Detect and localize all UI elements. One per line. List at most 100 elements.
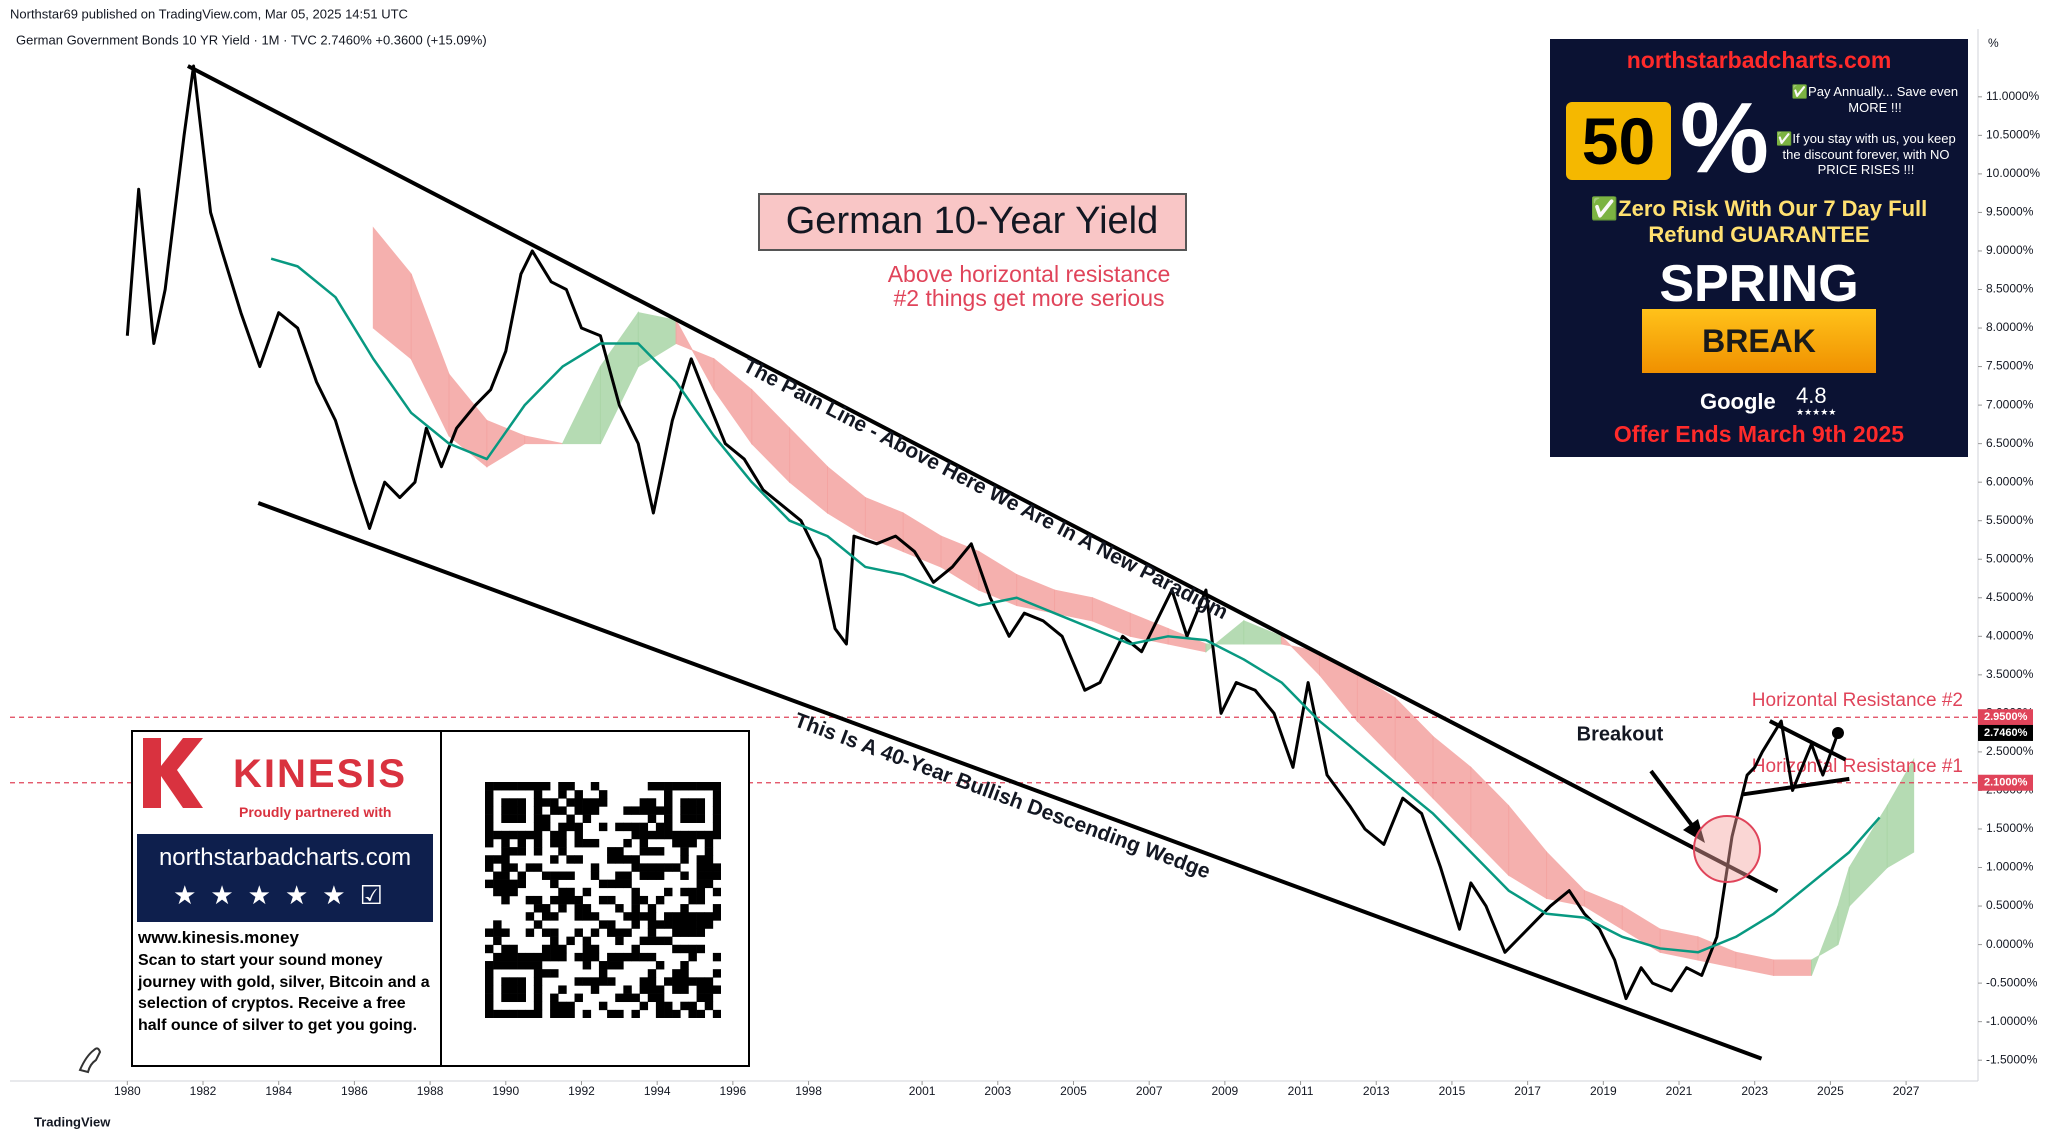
qr-cell [607, 1009, 616, 1018]
qr-cell [615, 879, 624, 889]
qr-cell [590, 985, 600, 994]
publisher: Northstar69 published on TradingView.com… [10, 6, 408, 21]
qr-cell [631, 952, 640, 962]
qr-cell [533, 790, 543, 799]
ad-kinesis[interactable]: KINESIS Proudly partnered with northstar… [131, 730, 750, 1067]
y-tick-label: 5.0000% [1986, 551, 2034, 565]
qr-cell [550, 879, 559, 889]
kinesis-logo [143, 738, 203, 808]
resistance-label: Horizontal Resistance #1 [1752, 756, 1963, 777]
qr-cell [525, 1009, 535, 1018]
y-tick-label: 10.0000% [1986, 166, 2040, 180]
arrow-head [1683, 819, 1705, 843]
x-tick-label: 2027 [1893, 1084, 1920, 1098]
qr-cell [485, 928, 494, 937]
qr-cell [664, 912, 673, 921]
x-tick-label: 2015 [1439, 1084, 1466, 1098]
y-tick-label: 10.5000% [1986, 128, 2040, 142]
qr-cell [566, 936, 575, 946]
qr-cell [688, 920, 697, 929]
qr-cell [688, 887, 697, 897]
trendline [186, 64, 1779, 894]
qr-cell [509, 1009, 518, 1018]
qr-cell [574, 952, 583, 962]
qr-cell [631, 887, 640, 897]
qr-cell [696, 814, 706, 823]
qr-cell [704, 977, 714, 986]
ad-stars: ★★★★★ [1796, 407, 1837, 417]
qr-cell [696, 871, 706, 880]
qr-cell [696, 855, 706, 864]
qr-cell [712, 904, 721, 913]
qr-cell [485, 1009, 494, 1018]
qr-cell [647, 814, 657, 823]
ad-google: Google [1700, 389, 1776, 414]
qr-cell [493, 871, 502, 880]
qr-cell [664, 814, 673, 823]
qr-cell [493, 936, 502, 946]
qr-cell [574, 928, 583, 937]
breakout-circle [1693, 815, 1761, 883]
qr-cell [680, 920, 689, 929]
cloud-segment [1848, 804, 1888, 908]
qr-cell [664, 822, 673, 832]
qr-cell [607, 961, 616, 970]
qr-cell [501, 798, 510, 807]
qr-cell [501, 879, 510, 889]
qr-cell [680, 814, 689, 823]
cloud-segment [1432, 735, 1472, 838]
kinesis-stars: ★★★★★☑ [173, 880, 397, 910]
qr-cell [688, 782, 697, 791]
qr-cell [639, 1001, 649, 1011]
qr-cell [517, 961, 526, 970]
qr-cell [647, 977, 657, 986]
ad-site: northstarbadcharts.com [1626, 47, 1892, 73]
y-tick-label: 6.5000% [1986, 436, 2034, 450]
qr-cell [493, 928, 502, 937]
qr-cell [550, 830, 559, 840]
qr-cell [688, 952, 697, 962]
qr-cell [712, 887, 721, 897]
qr-cell [582, 961, 592, 970]
qr-cell [688, 806, 697, 815]
qr-cell [574, 904, 583, 913]
y-tick-label: 8.5000% [1986, 282, 2034, 296]
qr-cell [517, 993, 526, 1003]
x-tick-label: 2003 [984, 1084, 1011, 1098]
qr-cell [664, 920, 673, 929]
qr-cell [558, 822, 567, 832]
qr-cell [574, 895, 583, 905]
qr-cell [688, 838, 697, 848]
qr-cell [680, 855, 689, 864]
qr-cell [493, 1009, 502, 1018]
qr-cell [533, 822, 543, 832]
qr-cell [704, 920, 714, 929]
cloud-segment [826, 465, 866, 538]
cloud-segment [637, 312, 677, 368]
qr-cell [607, 855, 616, 864]
qr-cell [639, 806, 649, 815]
qr-cell [712, 969, 721, 978]
qr-cell [704, 830, 714, 840]
ad-northstar[interactable]: northstarbadcharts.com 50 % ✅Pay Annuall… [1550, 39, 1968, 457]
ad-spring: SPRING [1659, 255, 1859, 313]
qr-cell [582, 977, 592, 986]
qr-cell [550, 952, 559, 962]
qr-cell [655, 822, 665, 832]
qr-cell [566, 822, 575, 832]
qr-cell [509, 806, 518, 815]
qr-cell [550, 969, 559, 978]
qr-cell [533, 838, 543, 848]
qr-cell [647, 871, 657, 880]
qr-cell [696, 798, 706, 807]
qr-cell [680, 838, 689, 848]
qr-cell [615, 928, 624, 937]
qr-cell [688, 895, 697, 905]
qr-cell [485, 790, 494, 799]
qr-cell [517, 952, 526, 962]
qr-cell [704, 871, 714, 880]
qr-cell [647, 830, 657, 840]
x-tick-label: 1994 [644, 1084, 671, 1098]
qr-cell [712, 1009, 721, 1018]
qr-cell [672, 1009, 681, 1018]
